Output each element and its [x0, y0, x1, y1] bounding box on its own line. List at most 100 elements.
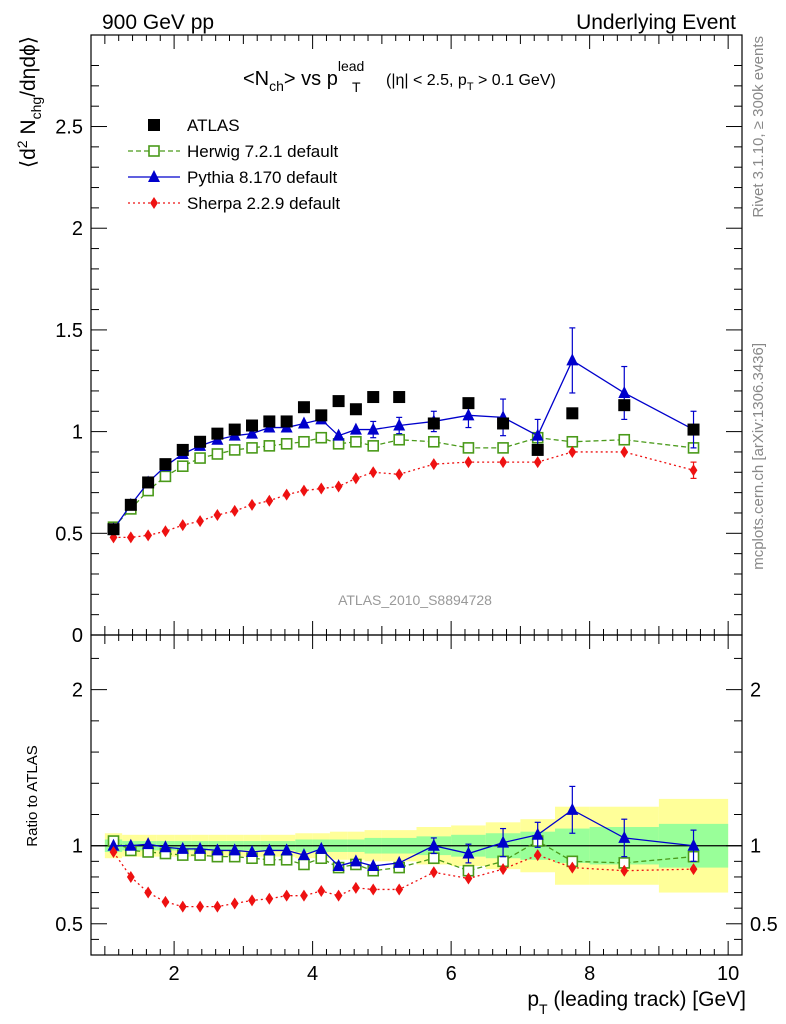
- main-plot-panel: 0 0.5 1 1.5 2 2.5: [55, 34, 743, 647]
- data-point: [428, 435, 440, 448]
- data-point: [568, 861, 577, 874]
- data-point: [428, 852, 440, 865]
- legend-label: Sherpa 2.2.9 default: [187, 194, 340, 213]
- data-point: [464, 456, 473, 469]
- data-point: [367, 391, 380, 404]
- data-point: [566, 435, 579, 448]
- data-point: [689, 464, 698, 477]
- data-point: [298, 858, 310, 871]
- data-point: [393, 855, 406, 868]
- data-point: [211, 448, 224, 460]
- data-point: [429, 458, 438, 471]
- data-point: [618, 433, 631, 446]
- data-point: [620, 864, 629, 877]
- series-line: [113, 437, 694, 528]
- data-point: [196, 515, 204, 528]
- y-tick-label: 2: [72, 218, 83, 240]
- ratio-y-axis-label: Ratio to ATLAS: [24, 745, 41, 846]
- data-point: [349, 422, 362, 435]
- data-point: [393, 391, 406, 404]
- data-point: [568, 445, 577, 458]
- data-point: [107, 838, 120, 851]
- y-tick-label: 1.5: [55, 320, 83, 342]
- data-point: [497, 442, 509, 454]
- data-point: [618, 385, 631, 398]
- data-point: [263, 440, 276, 452]
- x-tick-label: 2: [169, 963, 180, 985]
- data-point: [263, 853, 276, 866]
- data-point: [159, 470, 172, 483]
- main-chart-title: <Nch> vs plead: [243, 58, 364, 94]
- data-point: [533, 849, 542, 862]
- data-point: [352, 881, 360, 894]
- data-point: [126, 870, 135, 883]
- data-point: [211, 843, 224, 856]
- y-tick-label: 1: [72, 422, 83, 444]
- data-point: [194, 435, 207, 448]
- header-right: Underlying Event: [576, 11, 736, 34]
- ratio-y-tick-label: 0.5: [55, 914, 83, 936]
- data-point: [228, 444, 241, 456]
- data-point: [620, 445, 629, 458]
- data-point: [300, 889, 308, 902]
- data-point: [300, 484, 308, 497]
- x-tick-label: 8: [584, 963, 595, 985]
- data-point: [566, 353, 579, 366]
- data-point: [395, 883, 404, 896]
- x-axis-label: pT (leading track) [GeV]: [527, 988, 746, 1017]
- data-point: [315, 852, 328, 865]
- data-point: [332, 395, 345, 408]
- analysis-watermark: ATLAS_2010_S8894728: [338, 592, 492, 608]
- data-point: [246, 426, 259, 439]
- data-point: [618, 830, 631, 843]
- data-point: [246, 844, 259, 857]
- data-point: [230, 504, 239, 517]
- data-point: [176, 443, 189, 456]
- data-point: [429, 866, 438, 879]
- main-chart-title-sub: T: [352, 79, 361, 95]
- data-point: [687, 838, 700, 851]
- data-point: [531, 428, 544, 441]
- ratio-y-tick-label: 2: [72, 680, 83, 702]
- data-point: [352, 472, 360, 485]
- data-point: [349, 403, 362, 416]
- data-point: [315, 841, 328, 854]
- data-point: [230, 897, 239, 910]
- legend-label: Pythia 8.170 default: [187, 168, 338, 187]
- data-point: [280, 438, 293, 450]
- data-point: [194, 452, 206, 464]
- data-point: [161, 525, 170, 538]
- x-tick-label: 10: [717, 963, 739, 985]
- data-point: [248, 498, 256, 511]
- data-point: [176, 841, 189, 854]
- data-point: [297, 848, 310, 861]
- data-point: [280, 415, 293, 428]
- data-point: [297, 401, 310, 414]
- legend-label: Herwig 7.2.1 default: [187, 142, 338, 161]
- data-point: [369, 883, 378, 896]
- data-point: [144, 886, 153, 899]
- ratio-y-tick-label-right: 2: [750, 680, 761, 702]
- data-point: [332, 859, 345, 872]
- data-point: [369, 466, 378, 479]
- data-point: [393, 433, 405, 446]
- data-point: [124, 838, 137, 851]
- main-chart-title-cut: (|η| < 2.5, pT > 0.1 GeV): [386, 72, 556, 93]
- data-point: [462, 408, 475, 421]
- data-point: [178, 900, 187, 913]
- data-point: [533, 456, 542, 469]
- data-point: [317, 482, 326, 495]
- y-tick-label: 2.5: [55, 117, 83, 139]
- data-point: [334, 889, 343, 902]
- data-point: [462, 397, 475, 410]
- data-point: [315, 409, 328, 422]
- data-point: [124, 498, 137, 511]
- data-point: [109, 845, 118, 858]
- data-point: [265, 892, 274, 905]
- data-point: [499, 456, 507, 469]
- x-tick-label: 4: [307, 963, 318, 985]
- data-point: [497, 417, 510, 430]
- data-point: [228, 843, 241, 856]
- data-point: [350, 435, 362, 448]
